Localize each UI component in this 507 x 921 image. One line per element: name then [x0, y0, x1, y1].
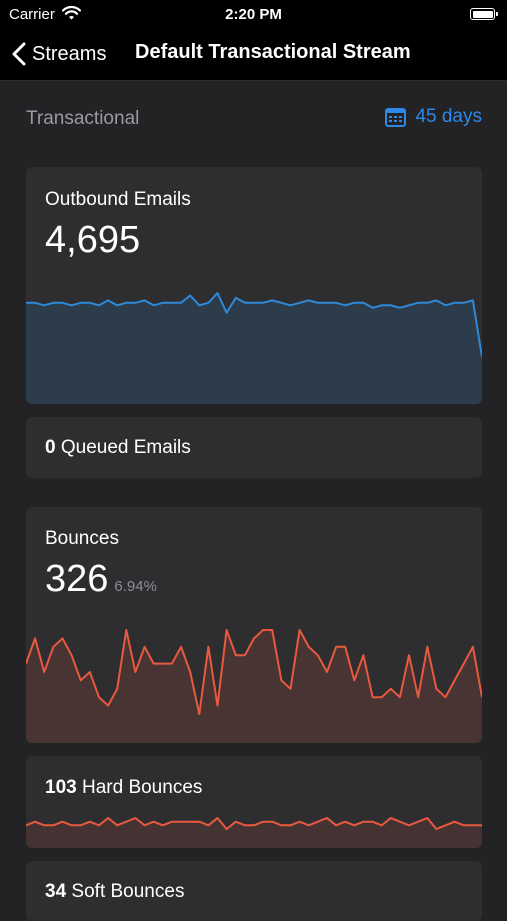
bounce-rate: 6.94% — [114, 578, 157, 595]
wifi-icon — [61, 5, 82, 24]
bounces-card[interactable]: Bounces 326 6.94% — [26, 507, 482, 743]
queued-emails-row[interactable]: 0 Queued Emails — [26, 417, 482, 478]
outbound-emails-count: 4,695 — [45, 219, 141, 261]
hard-bounces-chart-area — [26, 818, 482, 848]
status-bar: Carrier 2:20 PM — [0, 0, 507, 30]
hard-bounces-chart-line — [26, 817, 482, 830]
queued-emails-label: Queued Emails — [60, 437, 191, 458]
queued-emails-count: 0 — [45, 437, 56, 458]
back-button-label: Streams — [32, 42, 107, 65]
date-range-button[interactable]: 45 days — [385, 106, 482, 128]
soft-bounces-count: 34 — [45, 881, 67, 902]
navigation-bar: Streams Default Transactional Stream — [0, 30, 507, 81]
outbound-emails-card[interactable]: Outbound Emails 4,695 — [26, 167, 482, 404]
battery-icon — [470, 8, 498, 20]
stream-type-label: Transactional — [26, 108, 140, 129]
page-title: Default Transactional Stream — [135, 41, 411, 63]
back-button[interactable]: Streams — [12, 38, 106, 70]
carrier-label: Carrier — [9, 6, 55, 23]
bounces-count: 326 — [45, 558, 109, 600]
bounces-chart — [26, 629, 482, 743]
outbound-emails-chart — [26, 292, 482, 404]
soft-bounces-label: Soft Bounces — [71, 881, 185, 902]
chevron-left-icon — [12, 42, 26, 66]
bounces-chart-line — [26, 629, 482, 715]
hard-bounces-chart — [26, 817, 482, 848]
outbound-emails-title: Outbound Emails — [45, 189, 191, 210]
bounces-title: Bounces — [45, 528, 119, 549]
bounces-chart-area — [26, 630, 482, 743]
outbound-emails-chart-area — [26, 293, 482, 404]
soft-bounces-row[interactable]: 34 Soft Bounces — [26, 861, 482, 921]
hard-bounces-count: 103 — [45, 777, 77, 798]
hard-bounces-label: Hard Bounces — [81, 777, 203, 798]
outbound-emails-chart-line — [26, 292, 482, 358]
clock: 2:20 PM — [225, 6, 282, 23]
hard-bounces-row[interactable]: 103 Hard Bounces — [26, 756, 482, 848]
date-range-label: 45 days — [415, 106, 482, 127]
calendar-icon — [385, 108, 407, 127]
